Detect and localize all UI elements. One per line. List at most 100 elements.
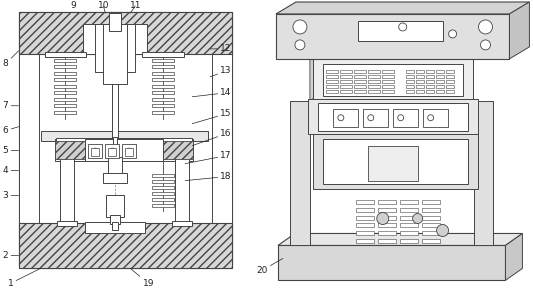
- Text: 9: 9: [70, 1, 78, 14]
- Bar: [356, 216, 374, 220]
- Bar: [368, 90, 379, 93]
- Bar: [400, 231, 418, 236]
- Text: 4: 4: [3, 166, 19, 175]
- Bar: [91, 148, 99, 156]
- Bar: [44, 52, 86, 57]
- Bar: [278, 245, 505, 280]
- Bar: [378, 231, 395, 236]
- Bar: [326, 70, 338, 73]
- Bar: [446, 85, 454, 88]
- Bar: [95, 24, 135, 72]
- Polygon shape: [276, 2, 529, 14]
- Circle shape: [427, 115, 434, 121]
- Bar: [378, 208, 395, 212]
- Bar: [103, 173, 127, 183]
- Text: 1: 1: [7, 268, 41, 288]
- Text: 14: 14: [192, 88, 232, 97]
- Bar: [382, 70, 394, 73]
- Bar: [54, 78, 76, 81]
- Bar: [212, 49, 232, 223]
- Bar: [54, 111, 76, 114]
- Text: 6: 6: [3, 126, 19, 135]
- Bar: [276, 14, 510, 59]
- Polygon shape: [505, 234, 522, 280]
- Bar: [85, 221, 146, 234]
- Text: 10: 10: [98, 1, 109, 13]
- Bar: [423, 109, 448, 127]
- Circle shape: [338, 115, 344, 121]
- Bar: [54, 98, 76, 101]
- Bar: [333, 109, 358, 127]
- Bar: [175, 144, 189, 223]
- Bar: [378, 199, 395, 203]
- Bar: [416, 80, 424, 83]
- Bar: [88, 144, 102, 158]
- Bar: [54, 91, 76, 94]
- Bar: [416, 85, 424, 88]
- Text: 5: 5: [3, 146, 19, 155]
- Bar: [326, 85, 338, 88]
- Bar: [54, 72, 76, 75]
- Circle shape: [399, 23, 407, 31]
- Bar: [163, 141, 193, 159]
- Bar: [326, 80, 338, 83]
- Bar: [446, 90, 454, 93]
- Bar: [107, 194, 124, 216]
- Bar: [446, 80, 454, 83]
- Polygon shape: [456, 21, 473, 101]
- Bar: [426, 85, 434, 88]
- Text: 13: 13: [210, 66, 232, 77]
- Bar: [400, 208, 418, 212]
- Circle shape: [295, 40, 305, 50]
- Bar: [54, 104, 76, 107]
- Bar: [152, 91, 174, 94]
- Text: 11: 11: [130, 1, 141, 13]
- Bar: [416, 90, 424, 93]
- Bar: [152, 65, 174, 68]
- Bar: [109, 13, 122, 31]
- Bar: [406, 90, 414, 93]
- Bar: [152, 174, 174, 177]
- Bar: [340, 85, 352, 88]
- Bar: [435, 70, 443, 73]
- Bar: [152, 186, 174, 189]
- Circle shape: [437, 225, 449, 236]
- Bar: [152, 85, 174, 88]
- Bar: [422, 208, 440, 212]
- Bar: [422, 199, 440, 203]
- Text: 20: 20: [256, 258, 283, 275]
- Bar: [19, 223, 232, 268]
- Bar: [393, 109, 418, 127]
- Bar: [323, 64, 463, 96]
- Circle shape: [293, 20, 307, 34]
- Bar: [354, 90, 366, 93]
- Bar: [406, 80, 414, 83]
- Bar: [326, 90, 338, 93]
- Bar: [473, 101, 494, 245]
- Bar: [326, 75, 338, 78]
- Bar: [378, 216, 395, 220]
- Bar: [426, 70, 434, 73]
- Circle shape: [398, 115, 403, 121]
- Bar: [55, 141, 85, 159]
- Bar: [340, 70, 352, 73]
- Bar: [152, 198, 174, 201]
- Text: 8: 8: [3, 51, 19, 68]
- Text: 2: 2: [3, 251, 19, 260]
- Bar: [356, 240, 374, 243]
- Bar: [400, 216, 418, 220]
- Circle shape: [377, 212, 389, 225]
- Bar: [323, 139, 467, 184]
- Bar: [308, 99, 478, 134]
- Bar: [426, 90, 434, 93]
- Bar: [368, 80, 379, 83]
- Bar: [426, 80, 434, 83]
- Text: 12: 12: [210, 45, 232, 53]
- Bar: [152, 203, 174, 207]
- Bar: [382, 80, 394, 83]
- Bar: [368, 70, 379, 73]
- Polygon shape: [278, 234, 522, 245]
- Circle shape: [368, 115, 374, 121]
- Circle shape: [127, 148, 132, 153]
- Bar: [356, 199, 374, 203]
